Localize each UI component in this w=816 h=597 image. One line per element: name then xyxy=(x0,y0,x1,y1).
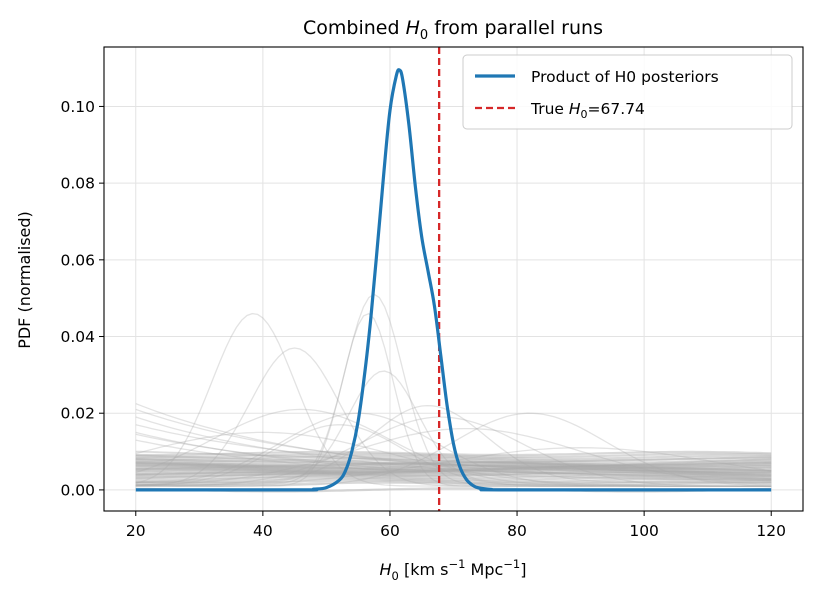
run-posterior-line xyxy=(135,465,772,471)
run-posterior-line xyxy=(135,402,772,480)
y-tick-label: 0.00 xyxy=(60,481,95,499)
run-posterior-line xyxy=(135,464,772,478)
x-tick-label: 80 xyxy=(507,522,527,540)
run-posterior-line xyxy=(135,461,772,467)
run-posterior-line xyxy=(135,424,772,487)
run-posterior-line xyxy=(135,460,772,466)
legend-true-label: True H0=67.74 xyxy=(530,100,645,121)
chart-title: Combined H0 from parallel runs xyxy=(303,17,603,43)
run-posterior-line xyxy=(135,479,772,485)
run-posterior-line xyxy=(135,462,772,476)
y-tick-label: 0.10 xyxy=(60,98,95,116)
run-posterior-line xyxy=(135,470,772,476)
run-posterior-line xyxy=(135,447,772,487)
y-tick-label: 0.04 xyxy=(60,328,95,346)
x-tick-label: 20 xyxy=(126,522,146,540)
run-posterior-line xyxy=(135,433,772,478)
run-posterior-line xyxy=(135,475,772,481)
run-posterior-line xyxy=(135,293,772,485)
legend: Product of H0 posteriors True H0=67.74 xyxy=(462,54,793,130)
run-posterior-line xyxy=(135,450,772,457)
y-tick-label: 0.06 xyxy=(60,251,95,269)
run-posterior-line xyxy=(135,416,772,487)
y-tick-label: 0.08 xyxy=(60,175,95,193)
run-posterior-line xyxy=(135,439,772,482)
run-posterior-line xyxy=(135,431,772,487)
legend-box xyxy=(462,54,793,130)
product-curve xyxy=(135,68,772,492)
run-posterior-line xyxy=(135,458,772,464)
x-axis-ticks: 20 40 60 80 100 120 xyxy=(126,511,786,540)
run-posterior-line xyxy=(135,450,772,472)
run-posterior-line xyxy=(135,460,772,480)
run-posterior-line xyxy=(135,462,772,480)
run-posterior-line xyxy=(135,468,772,475)
run-posteriors xyxy=(135,293,772,493)
y-tick-label: 0.02 xyxy=(60,405,95,423)
run-posterior-line xyxy=(135,454,772,460)
run-posterior-line xyxy=(135,456,772,470)
run-posterior-line xyxy=(135,427,772,486)
run-posterior-line xyxy=(135,466,772,472)
run-posterior-line xyxy=(135,416,772,481)
x-axis-label: H0 [km s−1 Mpc−1] xyxy=(380,557,527,583)
run-posterior-line xyxy=(135,408,772,487)
run-posterior-line xyxy=(135,458,772,484)
run-posterior-line xyxy=(135,463,772,469)
run-posterior-line xyxy=(135,471,772,478)
run-posterior-line xyxy=(135,424,772,474)
run-posterior-line xyxy=(135,431,772,481)
x-tick-label: 120 xyxy=(756,522,786,540)
plot-frame xyxy=(103,46,804,512)
run-posterior-line xyxy=(135,370,772,483)
run-posterior-line xyxy=(135,468,772,474)
y-axis-ticks: 0.00 0.02 0.04 0.06 0.08 0.10 xyxy=(60,98,104,499)
x-tick-label: 40 xyxy=(253,522,273,540)
run-posterior-line xyxy=(135,404,772,483)
run-posterior-line xyxy=(135,471,772,477)
run-posterior-line xyxy=(135,462,772,468)
legend-product-label: Product of H0 posteriors xyxy=(531,68,719,86)
x-tick-label: 100 xyxy=(629,522,659,540)
run-posterior-line xyxy=(135,408,772,477)
run-posterior-line xyxy=(135,312,772,487)
run-posterior-line xyxy=(135,481,772,487)
run-posterior-line xyxy=(135,454,772,476)
run-posterior-line xyxy=(135,464,772,470)
run-posterior-line xyxy=(135,456,772,462)
run-posterior-line xyxy=(135,412,772,487)
run-posterior-line xyxy=(135,473,772,480)
y-axis-label: PDF (normalised) xyxy=(15,211,34,349)
run-posterior-line xyxy=(135,452,772,458)
run-posterior-line xyxy=(135,312,772,487)
run-posterior-line xyxy=(135,477,772,483)
run-posterior-line xyxy=(135,458,772,472)
x-tick-label: 60 xyxy=(380,522,400,540)
run-posterior-line xyxy=(135,347,772,487)
run-posterior-line xyxy=(135,467,772,473)
